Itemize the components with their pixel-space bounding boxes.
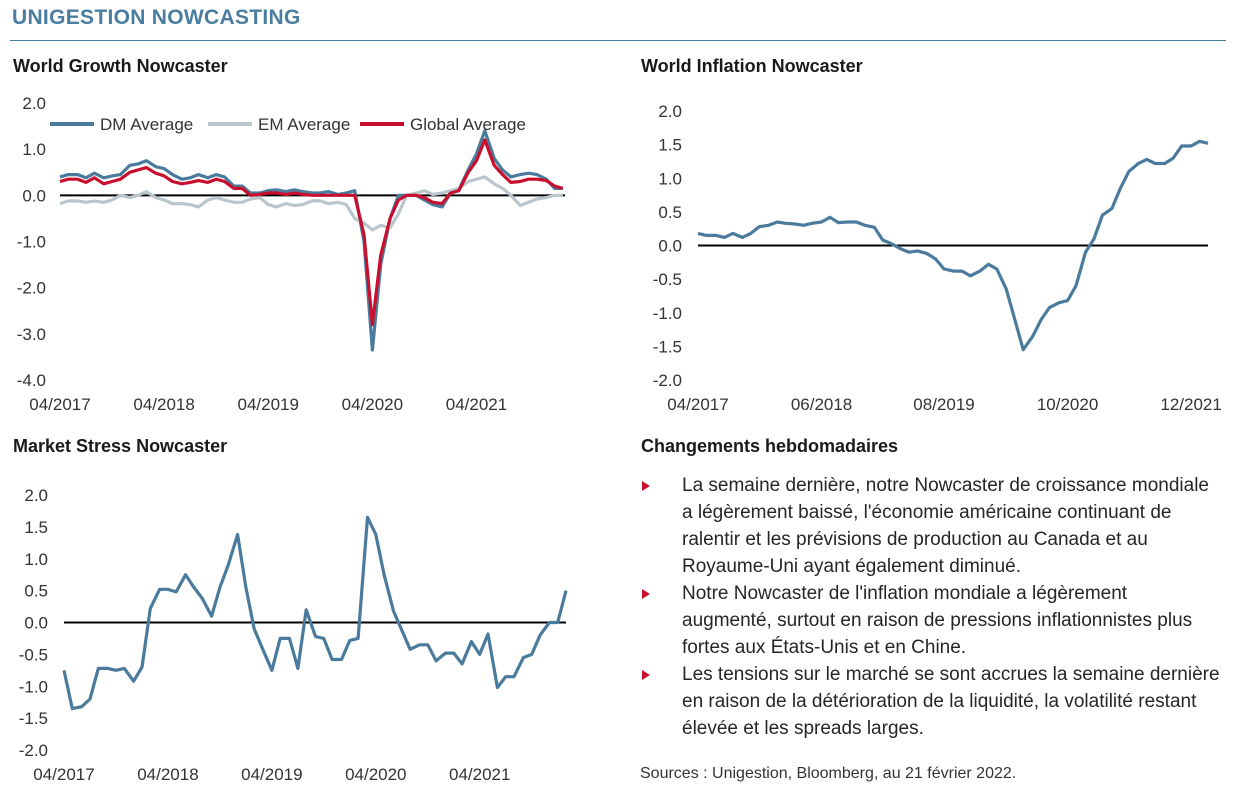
series-line — [62, 515, 568, 711]
y-tick-label: 2.0 — [22, 94, 46, 113]
stress-chart-title: Market Stress Nowcaster — [13, 436, 228, 456]
y-tick-label: -2.0 — [19, 741, 48, 760]
x-tick-label: 04/2020 — [342, 395, 403, 414]
x-tick-label: 04/2021 — [449, 765, 510, 784]
y-tick-label: -1.0 — [17, 233, 46, 252]
series-line — [697, 139, 1209, 352]
y-tick-label: -3.0 — [17, 325, 46, 344]
y-tick-label: -1.5 — [19, 709, 48, 728]
weekly-bullet-text: La semaine dernière, notre Nowcaster de … — [682, 475, 1209, 577]
x-tick-label: 06/2018 — [791, 395, 852, 414]
x-tick-label: 04/2017 — [33, 765, 94, 784]
inflation-chart-title: World Inflation Nowcaster — [641, 56, 863, 76]
sources-note: Sources : Unigestion, Bloomberg, au 21 f… — [640, 765, 1017, 782]
y-tick-label: -4.0 — [17, 371, 46, 390]
x-tick-label: 04/2017 — [29, 395, 90, 414]
x-tick-label: 04/2019 — [238, 395, 299, 414]
em-average-series-line — [59, 175, 563, 232]
x-tick-label: 04/2018 — [133, 395, 194, 414]
y-tick-label: 1.5 — [24, 518, 48, 537]
y-tick-label: -2.0 — [17, 279, 46, 298]
y-tick-label: -0.5 — [19, 645, 48, 664]
y-tick-label: 0.0 — [24, 614, 48, 633]
red-triangle-bullet-icon — [642, 481, 650, 491]
y-tick-label: -0.5 — [653, 270, 682, 289]
x-tick-label: 10/2020 — [1037, 395, 1098, 414]
page-header: UNIGESTION NOWCASTING — [12, 6, 301, 29]
y-tick-label: 2.0 — [24, 486, 48, 505]
y-tick-label: 0.5 — [24, 582, 48, 601]
y-tick-label: -1.0 — [19, 677, 48, 696]
y-tick-label: 1.0 — [22, 140, 46, 159]
inflation-chart: 2.0 1.5 1.0 0.5 0.0 -0.5 -1.0 -1.5 -2.0 04/2017 06… — [653, 102, 1222, 414]
weekly-bullet-text: Notre Nowcaster de l'inflation mondiale … — [682, 583, 1193, 658]
legend-label: EM Average — [258, 115, 350, 134]
growth-chart-title: World Growth Nowcaster — [13, 56, 228, 76]
x-tick-label: 04/2018 — [137, 765, 198, 784]
y-tick-label: -2.0 — [653, 371, 682, 390]
weekly-bullet: Notre Nowcaster de l'inflation mondiale … — [640, 580, 1220, 661]
weekly-changes-list: La semaine dernière, notre Nowcaster de … — [640, 472, 1220, 742]
y-tick-label: 0.0 — [22, 186, 46, 205]
header-divider — [10, 40, 1226, 41]
legend-label: Global Average — [410, 115, 526, 134]
x-tick-label: 04/2021 — [446, 395, 507, 414]
x-tick-label: 04/2020 — [345, 765, 406, 784]
y-tick-label: 1.5 — [658, 136, 682, 155]
weekly-changes-title: Changements hebdomadaires — [641, 436, 899, 456]
y-tick-label: 2.0 — [658, 102, 682, 121]
x-tick-label: 12/2021 — [1160, 395, 1221, 414]
legend-label: DM Average — [100, 115, 193, 134]
y-tick-label: 1.0 — [658, 169, 682, 188]
weekly-bullet: La semaine dernière, notre Nowcaster de … — [640, 472, 1220, 580]
weekly-bullet: Les tensions sur le marché se sont accru… — [640, 661, 1220, 742]
growth-chart: 2.0 1.0 0.0 -1.0 -2.0 -3.0 -4.0 04/2017 04/2018 0… — [17, 94, 565, 414]
weekly-bullet-text: Les tensions sur le marché se sont accru… — [682, 664, 1220, 739]
y-tick-label: -1.0 — [653, 304, 682, 323]
red-triangle-bullet-icon — [642, 670, 650, 680]
x-tick-label: 08/2019 — [913, 395, 974, 414]
y-tick-label: -1.5 — [653, 337, 682, 356]
dm-average-series-line — [59, 129, 563, 352]
y-tick-label: 0.5 — [658, 203, 682, 222]
red-triangle-bullet-icon — [642, 589, 650, 599]
x-tick-label: 04/2017 — [667, 395, 728, 414]
y-tick-label: 0.0 — [658, 237, 682, 256]
global-average-series-line — [59, 138, 564, 327]
stress-chart: 2.0 1.5 1.0 0.5 0.0 -0.5 -1.0 -1.5 -2.0 04/2017 04… — [19, 486, 568, 784]
y-tick-label: 1.0 — [24, 550, 48, 569]
x-tick-label: 04/2019 — [241, 765, 302, 784]
